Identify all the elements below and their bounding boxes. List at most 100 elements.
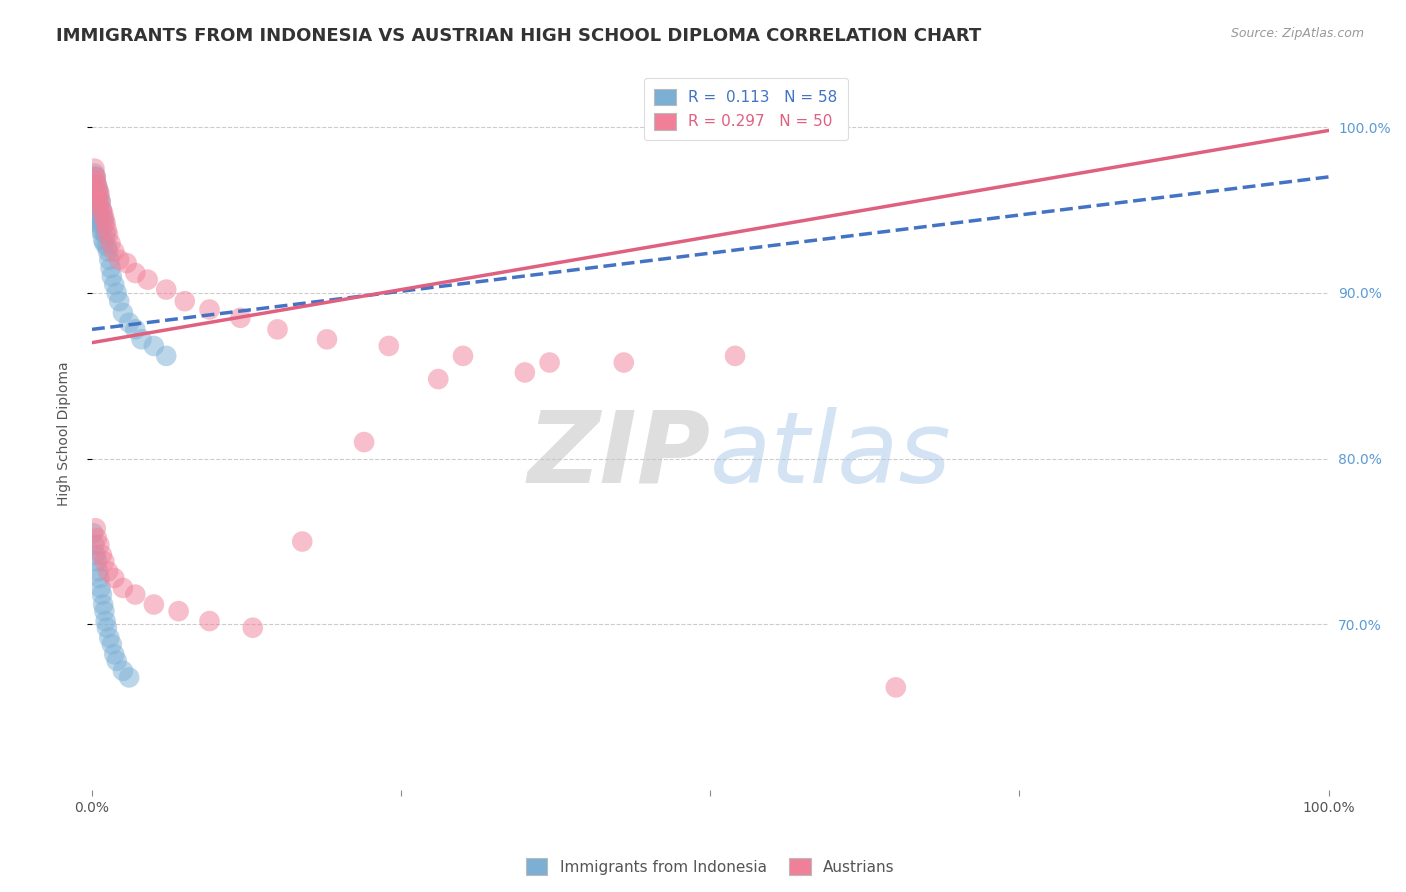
Point xyxy=(86,554,108,568)
Point xyxy=(136,273,159,287)
Point xyxy=(353,435,375,450)
Point xyxy=(84,206,107,220)
Point xyxy=(90,223,112,237)
Point xyxy=(173,294,195,309)
Point xyxy=(89,206,111,220)
Text: IMMIGRANTS FROM INDONESIA VS AUSTRIAN HIGH SCHOOL DIPLOMA CORRELATION CHART: IMMIGRANTS FROM INDONESIA VS AUSTRIAN HI… xyxy=(56,27,981,45)
Point xyxy=(90,588,112,602)
Point xyxy=(111,664,134,678)
Point xyxy=(96,239,118,253)
Point xyxy=(155,349,177,363)
Point xyxy=(83,167,105,181)
Point xyxy=(84,169,107,184)
Point xyxy=(90,202,112,217)
Text: Source: ZipAtlas.com: Source: ZipAtlas.com xyxy=(1230,27,1364,40)
Point xyxy=(86,211,108,226)
Point xyxy=(101,637,124,651)
Point xyxy=(291,534,314,549)
Point xyxy=(93,211,115,226)
Point xyxy=(90,202,112,217)
Point xyxy=(266,322,288,336)
Point xyxy=(115,256,138,270)
Point xyxy=(83,538,105,552)
Point xyxy=(90,548,112,562)
Point xyxy=(96,223,118,237)
Point xyxy=(724,349,747,363)
Point xyxy=(93,236,115,251)
Point xyxy=(82,526,104,541)
Point xyxy=(83,181,105,195)
Point xyxy=(111,306,134,320)
Point xyxy=(86,178,108,193)
Point xyxy=(103,277,125,292)
Point xyxy=(94,227,117,242)
Point xyxy=(105,654,128,668)
Point xyxy=(94,216,117,230)
Point xyxy=(124,322,146,336)
Point xyxy=(82,173,104,187)
Point xyxy=(87,216,110,230)
Point xyxy=(86,531,108,545)
Point xyxy=(89,186,111,201)
Point xyxy=(167,604,190,618)
Point xyxy=(90,194,112,209)
Point xyxy=(229,310,252,325)
Point xyxy=(86,194,108,209)
Point xyxy=(198,302,221,317)
Point xyxy=(155,283,177,297)
Point xyxy=(613,355,636,369)
Point xyxy=(98,631,121,645)
Point xyxy=(87,183,110,197)
Point xyxy=(105,285,128,300)
Point xyxy=(89,190,111,204)
Point xyxy=(94,614,117,628)
Point xyxy=(93,554,115,568)
Point xyxy=(378,339,401,353)
Point xyxy=(103,647,125,661)
Point xyxy=(90,581,112,595)
Point xyxy=(103,244,125,259)
Point xyxy=(86,190,108,204)
Point xyxy=(89,571,111,585)
Point xyxy=(91,233,114,247)
Point xyxy=(87,183,110,197)
Point xyxy=(427,372,450,386)
Point xyxy=(98,252,121,267)
Point xyxy=(90,216,112,230)
Point xyxy=(89,538,111,552)
Point xyxy=(142,598,165,612)
Point xyxy=(91,211,114,226)
Point xyxy=(451,349,474,363)
Point xyxy=(111,581,134,595)
Point xyxy=(97,565,120,579)
Point xyxy=(538,355,561,369)
Point xyxy=(513,366,536,380)
Text: atlas: atlas xyxy=(710,407,952,504)
Legend: Immigrants from Indonesia, Austrians: Immigrants from Indonesia, Austrians xyxy=(515,847,905,886)
Point xyxy=(87,565,110,579)
Point xyxy=(91,598,114,612)
Point xyxy=(86,178,108,193)
Point xyxy=(89,223,111,237)
Point xyxy=(83,161,105,176)
Point xyxy=(84,190,107,204)
Point xyxy=(124,588,146,602)
Point xyxy=(103,571,125,585)
Point xyxy=(84,173,107,187)
Point xyxy=(198,614,221,628)
Point xyxy=(316,332,339,346)
Point xyxy=(87,194,110,209)
Point xyxy=(124,266,146,280)
Y-axis label: High School Diploma: High School Diploma xyxy=(58,361,72,506)
Point xyxy=(96,621,118,635)
Point xyxy=(884,681,907,695)
Point xyxy=(108,252,131,267)
Point xyxy=(97,227,120,242)
Point xyxy=(91,206,114,220)
Point xyxy=(131,332,153,346)
Point xyxy=(242,621,264,635)
Point xyxy=(93,604,115,618)
Point xyxy=(100,236,122,251)
Point xyxy=(97,244,120,259)
Point xyxy=(84,169,107,184)
